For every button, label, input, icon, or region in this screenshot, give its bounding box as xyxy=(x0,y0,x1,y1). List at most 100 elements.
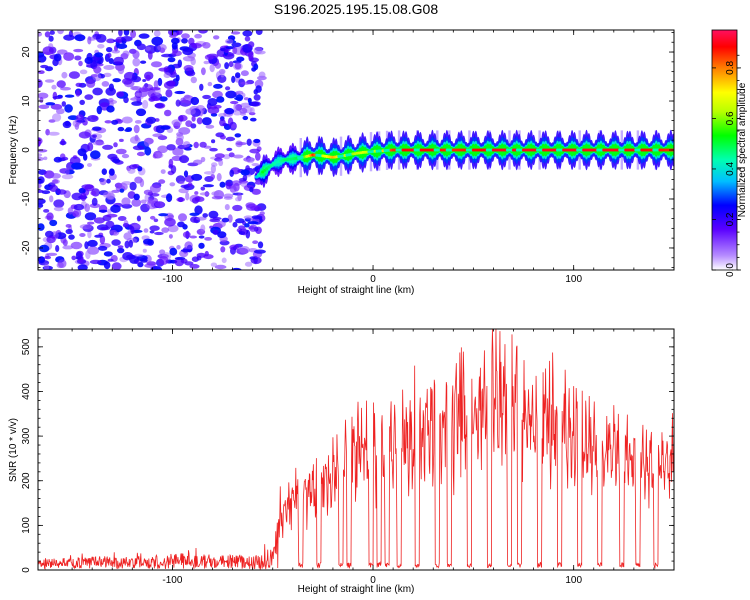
noise-blob xyxy=(176,197,185,202)
noise-blob xyxy=(97,245,108,251)
noise-blob xyxy=(49,184,59,192)
noise-blob xyxy=(207,81,213,87)
noise-blob xyxy=(216,173,222,182)
noise-blob xyxy=(101,168,108,175)
noise-blob xyxy=(49,219,58,227)
noise-blob xyxy=(211,162,218,167)
noise-blob xyxy=(190,76,197,84)
noise-blob xyxy=(132,224,141,228)
noise-blob xyxy=(87,230,92,239)
noise-blob xyxy=(202,42,211,49)
noise-blob xyxy=(124,240,130,249)
noise-blob xyxy=(252,240,259,244)
noise-blob xyxy=(48,35,54,42)
noise-blob xyxy=(138,33,150,39)
noise-blob xyxy=(38,137,42,147)
noise-blob xyxy=(219,134,226,140)
noise-blob xyxy=(214,153,225,159)
noise-blob xyxy=(98,209,108,213)
noise-blob xyxy=(244,36,251,42)
noise-blob xyxy=(250,101,261,107)
noise-blob xyxy=(123,30,130,36)
noise-blob xyxy=(136,215,141,222)
snr-series-line xyxy=(38,329,674,570)
noise-blob xyxy=(203,60,210,65)
noise-blob xyxy=(96,105,103,115)
noise-blob xyxy=(62,245,74,250)
noise-blob xyxy=(121,116,133,124)
noise-blob xyxy=(84,203,90,212)
noise-blob xyxy=(118,30,123,37)
noise-blob xyxy=(132,57,141,67)
noise-blob xyxy=(111,239,121,246)
noise-blob xyxy=(165,89,173,98)
noise-blob xyxy=(164,109,172,117)
noise-blob xyxy=(38,79,43,88)
noise-blob xyxy=(223,154,231,160)
noise-blob xyxy=(136,43,146,51)
noise-blob xyxy=(71,192,83,201)
noise-blob xyxy=(87,221,95,225)
tick-label: -100 xyxy=(162,575,182,586)
noise-blob xyxy=(52,95,63,100)
noise-blob xyxy=(201,67,206,76)
noise-blob xyxy=(121,197,131,206)
noise-blob xyxy=(111,262,122,270)
snr-panel: -100 0 100 0 100 200 300 400 500 Height of strai… xyxy=(8,328,675,595)
noise-blob xyxy=(194,205,203,215)
noise-blob xyxy=(172,31,177,39)
noise-blob xyxy=(38,183,42,189)
noise-blob xyxy=(99,178,107,186)
spectrogram-y-axis-label: Frequency (Hz) xyxy=(8,116,19,185)
noise-blob xyxy=(61,71,68,79)
noise-blob xyxy=(159,96,168,102)
noise-blob xyxy=(231,75,236,83)
noise-blob xyxy=(231,42,242,48)
noise-blob xyxy=(166,144,176,151)
noise-blob xyxy=(130,30,137,39)
noise-blob xyxy=(240,81,251,85)
noise-blob xyxy=(196,117,203,125)
noise-blob xyxy=(61,101,66,107)
noise-blob xyxy=(63,34,75,41)
noise-blob xyxy=(143,138,151,147)
snr-x-axis-label: Height of straight line (km) xyxy=(298,584,415,595)
noise-blob xyxy=(194,33,203,39)
noise-blob xyxy=(183,141,191,148)
noise-blob xyxy=(73,48,84,53)
noise-blob xyxy=(150,215,156,220)
noise-blob xyxy=(73,203,85,211)
noise-blob xyxy=(107,192,116,200)
noise-blob xyxy=(112,158,121,164)
noise-blob xyxy=(239,107,248,114)
noise-blob xyxy=(188,37,195,46)
noise-blob xyxy=(111,189,120,193)
noise-blob xyxy=(86,79,96,88)
noise-blob xyxy=(234,133,242,138)
spectrogram-x-axis-label: Height of straight line (km) xyxy=(298,285,415,296)
noise-blob xyxy=(250,117,257,122)
noise-blob xyxy=(240,70,249,77)
snr-frame xyxy=(37,328,675,571)
noise-blob xyxy=(44,79,55,83)
noise-blob xyxy=(185,70,196,77)
noise-blob xyxy=(212,217,222,220)
noise-blob xyxy=(108,58,114,64)
noise-blob xyxy=(155,152,164,159)
noise-blob xyxy=(203,171,215,175)
noise-blob xyxy=(247,97,252,104)
noise-blob xyxy=(56,189,67,195)
noise-blob xyxy=(142,248,147,253)
noise-blob xyxy=(61,156,69,161)
noise-blob xyxy=(213,35,220,40)
noise-blob xyxy=(200,156,206,163)
noise-blob xyxy=(207,98,218,106)
noise-blob xyxy=(235,197,241,202)
noise-blob xyxy=(144,194,150,202)
noise-blob xyxy=(242,115,249,121)
noise-blob xyxy=(38,104,50,110)
noise-blob xyxy=(75,89,81,97)
noise-blob xyxy=(107,258,114,262)
noise-blob xyxy=(123,232,132,240)
noise-blob xyxy=(78,131,91,139)
